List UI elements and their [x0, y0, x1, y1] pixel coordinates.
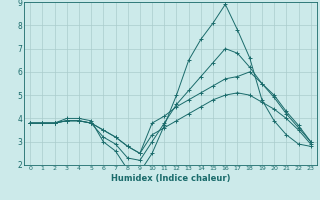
- X-axis label: Humidex (Indice chaleur): Humidex (Indice chaleur): [111, 174, 230, 183]
